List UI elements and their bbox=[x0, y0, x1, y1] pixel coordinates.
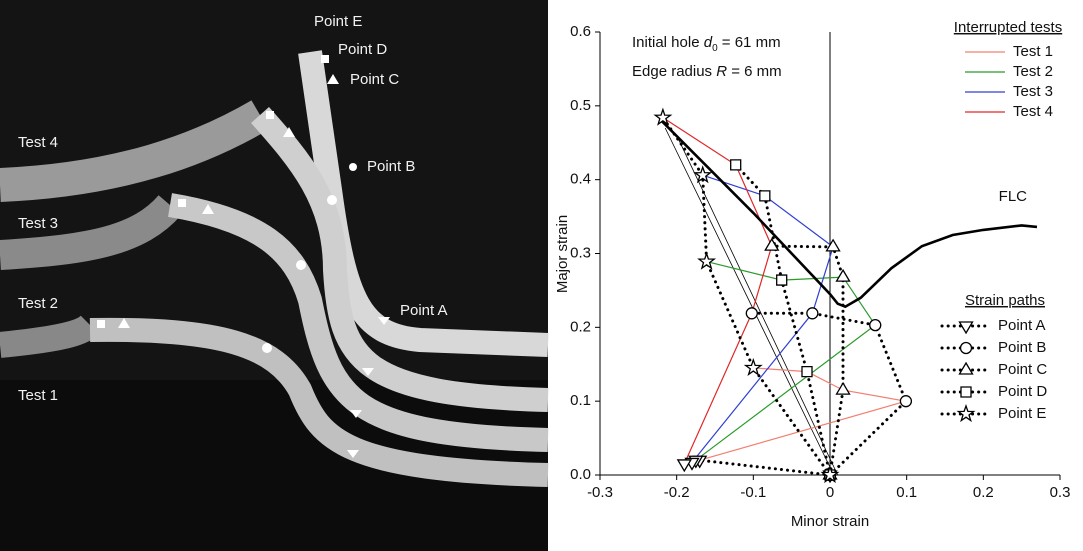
series-line bbox=[660, 119, 1038, 309]
photo-label: Point B bbox=[367, 158, 415, 175]
photo-marker bbox=[266, 111, 274, 119]
legend-label: Test 1 bbox=[1013, 43, 1053, 60]
strain-path-line bbox=[770, 244, 845, 477]
x-tick-label: 0 bbox=[826, 484, 834, 501]
chart: Initial hole d0 = 61 mm Edge radius R = … bbox=[554, 19, 1062, 530]
series-line bbox=[662, 117, 773, 465]
strain-path-line bbox=[682, 458, 832, 477]
x-tick-label: 0.1 bbox=[896, 484, 917, 501]
y-tick-label: 0.5 bbox=[570, 97, 591, 114]
annotation-hole: Initial hole d0 = 61 mm bbox=[632, 34, 781, 54]
photo-label: Test 4 bbox=[18, 134, 58, 151]
x-tick-label: -0.3 bbox=[587, 484, 613, 501]
x-axis-label: Minor strain bbox=[791, 513, 869, 530]
legend-label: Point E bbox=[998, 405, 1046, 422]
point-marker bbox=[745, 307, 758, 320]
legend-marker bbox=[960, 386, 972, 398]
legend-label: Point D bbox=[998, 383, 1047, 400]
x-tick-label: 0.3 bbox=[1050, 484, 1071, 501]
point-marker bbox=[730, 159, 742, 171]
legend-marker bbox=[958, 321, 974, 335]
legend-label: Test 2 bbox=[1013, 63, 1053, 80]
point-marker bbox=[743, 357, 763, 377]
legend-marker bbox=[958, 361, 974, 375]
point-marker bbox=[835, 381, 851, 395]
point-marker bbox=[653, 107, 673, 126]
series-label: FLC bbox=[999, 188, 1028, 205]
legend-label: Test 4 bbox=[1013, 103, 1053, 120]
x-tick-label: -0.1 bbox=[740, 484, 766, 501]
photo-label: Test 3 bbox=[18, 215, 58, 232]
point-marker bbox=[676, 459, 692, 473]
photo-marker bbox=[296, 260, 306, 270]
point-marker bbox=[899, 395, 913, 408]
legend-label: Point A bbox=[998, 317, 1046, 334]
legend-label: Point C bbox=[998, 361, 1047, 378]
x-tick-label: -0.2 bbox=[664, 484, 690, 501]
legend-title: Interrupted tests bbox=[954, 19, 1062, 36]
point-marker bbox=[776, 274, 788, 286]
y-tick-label: 0.2 bbox=[570, 318, 591, 335]
photo-label: Test 2 bbox=[18, 295, 58, 312]
y-tick-label: 0.4 bbox=[570, 171, 591, 188]
strip-test3 bbox=[251, 107, 549, 412]
photo-label: Test 1 bbox=[18, 387, 58, 404]
y-axis-label: Major strain bbox=[554, 215, 571, 293]
legend-label: Test 3 bbox=[1013, 83, 1053, 100]
series-line bbox=[664, 127, 835, 476]
strip-test2 bbox=[168, 193, 549, 452]
point-marker bbox=[835, 268, 851, 282]
sheet-test4 bbox=[0, 100, 269, 202]
photo bbox=[0, 0, 549, 551]
sheet-test2 bbox=[0, 314, 100, 358]
point-marker bbox=[825, 238, 841, 252]
photo-marker bbox=[321, 55, 329, 63]
y-tick-label: 0.1 bbox=[570, 392, 591, 409]
photo-label: Point A bbox=[400, 302, 448, 319]
photo-marker bbox=[178, 199, 186, 207]
legend-marker bbox=[956, 404, 976, 423]
photo-marker bbox=[262, 343, 272, 353]
photo-marker bbox=[97, 320, 105, 328]
legend-title: Strain paths bbox=[965, 292, 1045, 309]
y-tick-label: 0.6 bbox=[570, 23, 591, 40]
annotation-radius: Edge radius R = 6 mm bbox=[632, 63, 782, 80]
point-marker bbox=[759, 190, 771, 202]
point-marker bbox=[806, 307, 819, 320]
legend-label: Point B bbox=[998, 339, 1046, 356]
y-tick-label: 0.0 bbox=[570, 466, 591, 483]
sheet-test3 bbox=[0, 194, 182, 270]
point-marker bbox=[764, 237, 780, 251]
photo-marker bbox=[349, 163, 357, 171]
point-marker bbox=[693, 165, 713, 184]
strain-path-line bbox=[750, 311, 908, 477]
strip-test1 bbox=[89, 317, 549, 487]
photo-label: Point C bbox=[350, 71, 399, 88]
photo-markers bbox=[97, 55, 390, 458]
y-tick-label: 0.3 bbox=[570, 244, 591, 261]
legend-marker bbox=[959, 341, 973, 355]
point-marker bbox=[801, 365, 813, 378]
photo-label: Point D bbox=[338, 41, 387, 58]
photo-marker bbox=[327, 195, 337, 205]
photo-label: Point E bbox=[314, 13, 362, 30]
point-marker bbox=[697, 251, 717, 270]
x-tick-label: 0.2 bbox=[973, 484, 994, 501]
point-marker bbox=[869, 318, 882, 332]
point-marker bbox=[820, 465, 840, 484]
